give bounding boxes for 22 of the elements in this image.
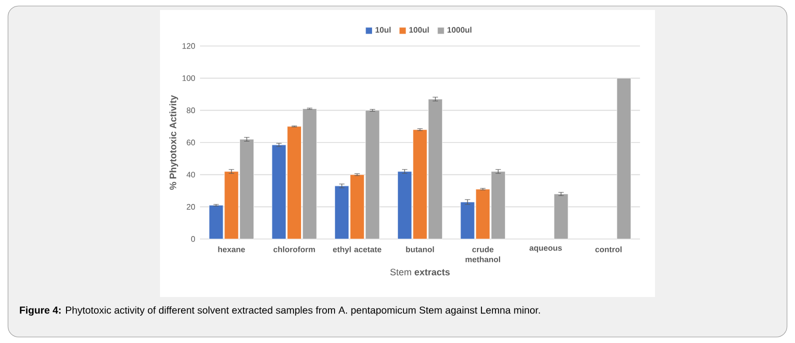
text: Figure 4: Phytotoxic activity of different solvent extracted samples from A. pentapomicum Stem against Lemna minor. <box>20 306 540 316</box>
x-axis-title: Stem extracts <box>390 268 450 276</box>
y-axis-title: % Phytotoxic Activity <box>169 95 178 190</box>
x-tick-label: control <box>595 246 622 252</box>
x-tick-label: aqueous <box>530 246 562 252</box>
x-tick-label: chloroform <box>273 246 315 252</box>
legend-label: 1000ul <box>448 26 472 33</box>
legend-label: 10ul <box>376 26 391 33</box>
x-tick-label: butanol <box>406 246 434 252</box>
y-tick-label: 20 <box>186 204 195 210</box>
x-tick-label: ethyl acetate <box>333 246 382 254</box>
legend-label: 100ul <box>409 26 429 33</box>
bar <box>616 78 632 240</box>
bar <box>554 194 568 240</box>
y-tick-label: 80 <box>186 108 195 114</box>
y-tick-label: 0 <box>191 236 195 242</box>
y-tick-label: 40 <box>186 172 195 178</box>
y-tick-label: 100 <box>182 75 195 82</box>
y-tick-label: 120 <box>182 43 195 49</box>
x-tick-label: crude methanol <box>466 246 500 262</box>
y-tick-label: 60 <box>186 140 195 146</box>
x-tick-label: hexane <box>218 246 245 252</box>
